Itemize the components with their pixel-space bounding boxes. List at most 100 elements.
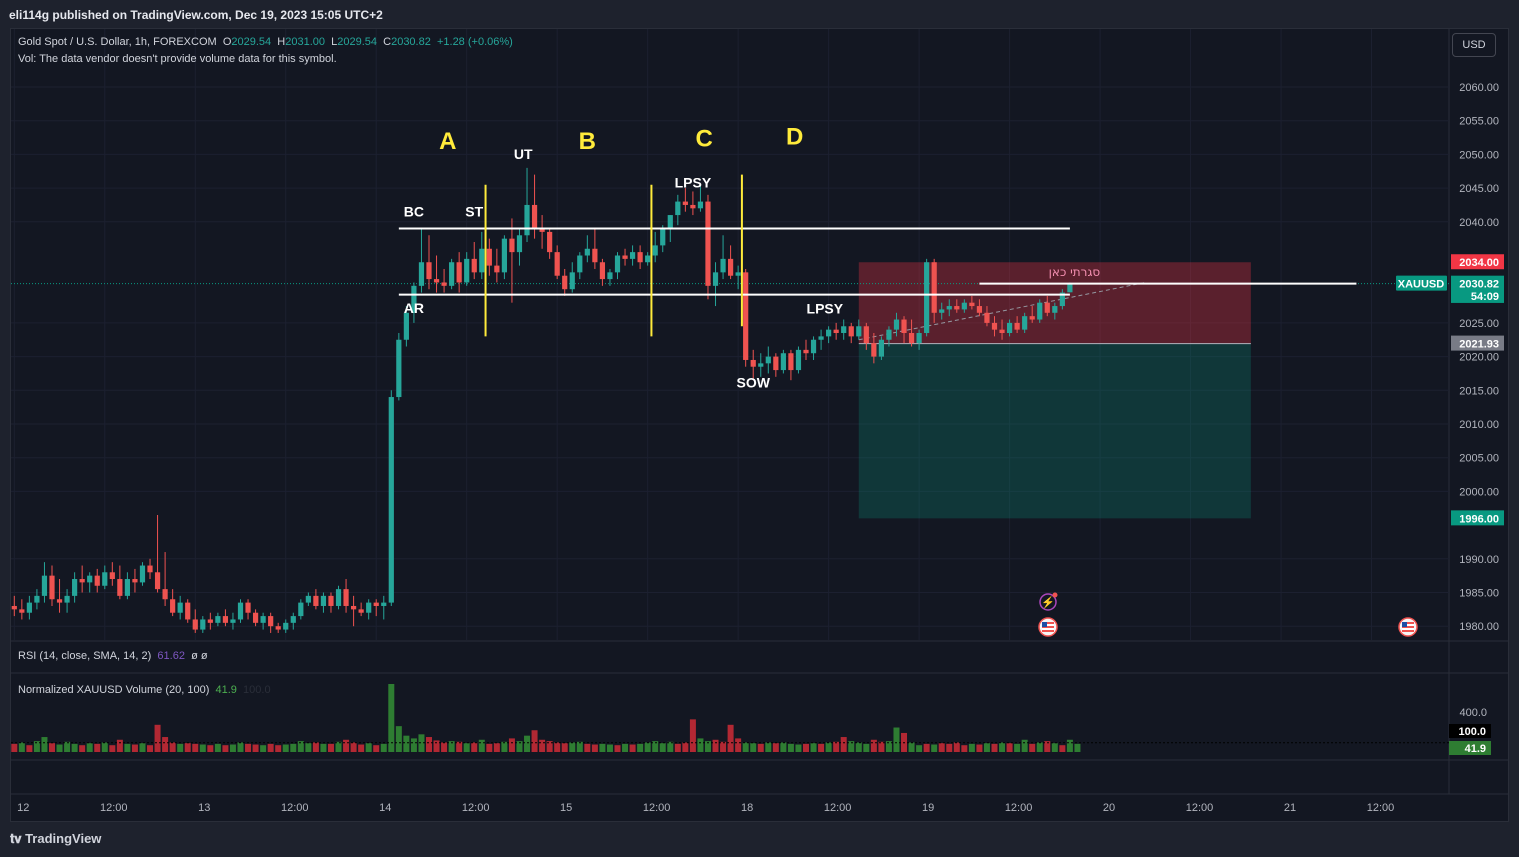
volume-legend[interactable]: Normalized XAUUSD Volume (20, 100) 41.9 … [18,684,271,696]
volume-bar [456,741,463,752]
tradingview-icon: 𝐭𝐯 [10,831,22,846]
volume-bar [848,741,855,752]
volume-bar [825,742,832,752]
volume-bar [818,743,825,752]
candle-body [49,575,55,600]
candle-body [358,609,364,613]
candle-body [856,326,862,337]
candle-body [464,258,470,283]
candle-body [758,363,764,367]
candle-body [637,252,643,263]
candle-body [1067,283,1073,293]
phase-label: C [696,125,713,152]
volume-bar [64,741,71,752]
volume-bar [569,742,576,752]
volume-bar [697,738,704,752]
candle-body [818,336,824,340]
volume-bar [290,743,297,752]
volume-value: 41.9 [215,684,237,696]
price-label: 1996.00 [1459,513,1499,525]
candle-body [456,262,462,283]
volume-bar [49,743,55,752]
event-label: LPSY [807,300,844,316]
volume-bar [1074,743,1081,752]
us-flag-icon [1398,617,1418,637]
volume-bar [878,741,885,752]
volume-bar [674,743,681,752]
candle-body [64,595,70,603]
legend-close: 2030.82 [391,36,431,48]
volume-bar [516,741,523,752]
y-tick-label: 1980.00 [1459,621,1499,633]
candle-body [592,248,598,263]
candle-body [207,619,213,623]
price-label-bg [1451,287,1504,303]
candle-body [660,228,666,246]
candle-body [599,262,606,280]
x-tick-label: 13 [198,802,210,814]
candle-body [705,201,711,286]
candle-body [290,616,296,623]
candle-body [320,595,327,606]
y-tick-label: 1985.00 [1459,588,1499,600]
rsi-legend[interactable]: RSI (14, close, SMA, 14, 2) 61.62 ø ø [18,650,208,662]
event-label: SOW [736,375,770,391]
symbol-tag: XAUUSD [1398,279,1445,291]
rsi-label: RSI (14, close, SMA, 14, 2) [18,650,152,662]
candle-body [1014,322,1020,330]
candle-body [418,262,425,286]
candle-body [109,572,115,580]
candle-body [795,349,802,371]
footer-bar [0,822,1519,857]
candle-body [1037,302,1043,320]
volume-bar [471,742,478,752]
currency-button[interactable]: USD [1452,33,1496,57]
candle-body [516,235,523,253]
flag-stripes [1042,622,1054,632]
event-label: BC [404,203,424,219]
volume-bar [365,743,372,752]
candle-body [1052,306,1058,313]
volume-axis-tick: 400.0 [1459,707,1487,719]
candle-body [26,602,32,613]
candle-body [222,616,229,623]
chart-panel [10,28,1509,822]
candle-body [569,272,575,290]
x-tick-label: 12:00 [100,802,128,814]
candle-body [449,262,455,286]
candle-body [547,231,553,253]
candle-body [509,238,515,253]
price-label-bg [1451,275,1504,291]
candle-body [1059,292,1065,307]
volume-bar [524,735,531,752]
x-tick-label: 19 [922,802,934,814]
candle-body [237,602,244,620]
candle-body [268,616,274,627]
legend-symbol[interactable]: Gold Spot / U.S. Dollar, 1h, FOREXCOM [18,36,217,48]
volume-bar [320,743,327,752]
volume-bar [260,745,267,752]
volume-bar [1029,743,1036,752]
candle-body [283,622,289,630]
candle-body [871,343,877,357]
volume-bar [478,739,485,752]
volume-bar [192,743,199,752]
candle-body [132,579,138,583]
candle-body [765,356,771,364]
tradingview-logo[interactable]: 𝐭𝐯 TradingView [10,831,101,847]
volume-bar [33,741,40,752]
volume-bar [742,742,749,752]
volume-bar [991,743,998,752]
y-tick-label: 2050.00 [1459,149,1499,161]
volume-bar [131,744,138,752]
candle-body [667,215,673,229]
candle-body [177,602,183,613]
volume-bar [546,741,553,752]
volume-bar [222,745,229,752]
candle-body [252,612,259,623]
volume-bar [305,743,312,752]
volume-bar [938,743,945,752]
volume-bar [101,742,108,752]
candle-body [298,602,304,617]
